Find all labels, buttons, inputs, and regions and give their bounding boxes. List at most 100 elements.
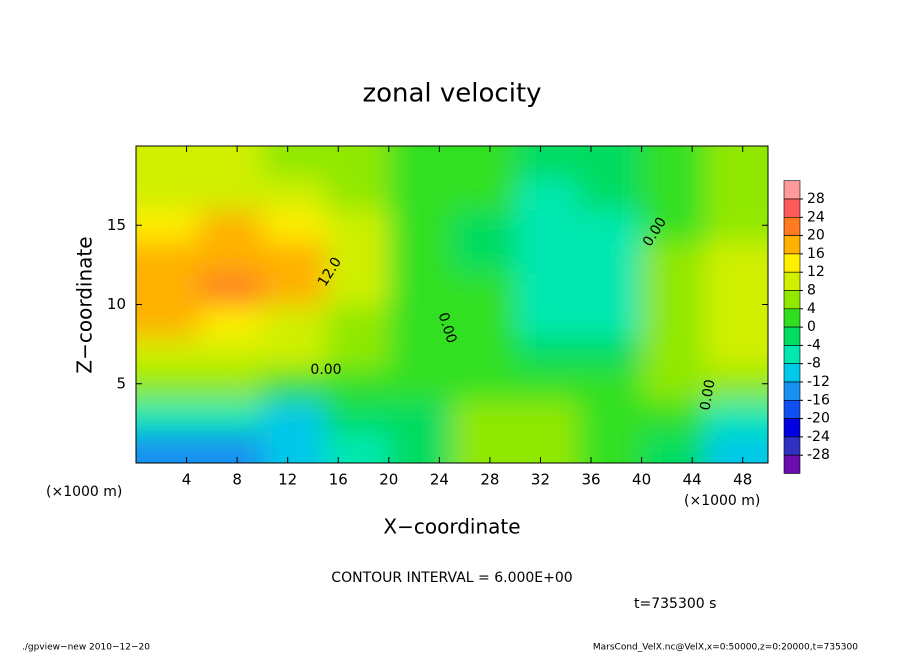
field-cell — [388, 304, 453, 338]
field-cell — [704, 146, 768, 179]
colorbar-box — [783, 235, 801, 255]
field-cell — [199, 367, 264, 401]
field-cell — [262, 272, 327, 306]
y-tick-label: 10 — [107, 295, 126, 313]
field-cell — [578, 399, 643, 433]
contour-label: 0.00 — [697, 378, 718, 411]
field-cell — [136, 177, 201, 211]
field — [136, 146, 768, 463]
field-cell — [578, 367, 643, 401]
field-cell — [388, 177, 453, 211]
field-cell — [136, 272, 201, 306]
colorbar-tick-label: -24 — [807, 429, 830, 445]
x-tick-label: 24 — [430, 471, 449, 489]
field-cell — [578, 272, 643, 306]
field-cell — [199, 177, 264, 211]
field-cell — [136, 399, 201, 433]
colorbar-tick-label: -28 — [807, 447, 830, 463]
field-cell — [452, 272, 517, 306]
colorbar-box — [783, 363, 801, 383]
field-cell — [388, 431, 453, 463]
x-unit: (×1000 m) — [684, 493, 760, 509]
colorbar-tick-label: 24 — [807, 209, 825, 225]
field-cell — [452, 241, 517, 274]
x-tick-label: 16 — [329, 471, 348, 489]
field-cell — [578, 304, 643, 338]
colorbar-tick-label: 4 — [807, 301, 816, 317]
right-credit: MarsCond_VelX.nc@VelX,x=0:50000,z=0:2000… — [593, 643, 858, 653]
colorbar-box — [783, 290, 801, 310]
colorbar-box — [783, 454, 801, 474]
field-cell — [136, 336, 201, 369]
colorbar-tick-label: -20 — [807, 411, 830, 427]
field-cell — [704, 304, 768, 338]
field-cell — [641, 272, 706, 306]
field-cell — [199, 272, 264, 306]
left-credit: ./gpview−new 2010−12−20 — [22, 643, 150, 653]
field-cell — [325, 272, 390, 306]
field-cell — [704, 241, 768, 274]
colorbar-box — [783, 381, 801, 401]
colorbar-tick-label: 28 — [807, 191, 825, 207]
field-cell — [262, 367, 327, 401]
x-tick-label: 12 — [278, 471, 297, 489]
field-cell — [641, 336, 706, 369]
colorbar-box — [783, 253, 801, 273]
field-cell — [325, 304, 390, 338]
field-cell — [388, 367, 453, 401]
colorbar-tick-label: 12 — [807, 264, 825, 280]
colorbar-tick-label: -16 — [807, 392, 830, 408]
y-unit: (×1000 m) — [46, 484, 122, 500]
x-tick-label: 28 — [480, 471, 499, 489]
field-cell — [325, 146, 390, 179]
field-cell — [515, 367, 580, 401]
colorbar-box — [783, 180, 801, 200]
field-cell — [262, 241, 327, 274]
field-cell — [704, 431, 768, 463]
field-cell — [515, 272, 580, 306]
field-cell — [388, 146, 453, 179]
field-cell — [641, 209, 706, 243]
colorbar-box — [783, 418, 801, 438]
field-cell — [578, 431, 643, 463]
field-cell — [704, 336, 768, 369]
field-cell — [388, 241, 453, 274]
y-tick-label: 15 — [107, 216, 126, 234]
field-cell — [515, 177, 580, 211]
field-cell — [388, 399, 453, 433]
field-cells — [136, 146, 768, 463]
y-axis-label: Z−coordinate — [73, 236, 97, 373]
colorbar-box — [783, 399, 801, 419]
field-cell — [641, 177, 706, 211]
field-cell — [704, 367, 768, 401]
field-cell — [262, 304, 327, 338]
field-cell — [262, 431, 327, 463]
field-cell — [325, 431, 390, 463]
x-tick-label: 32 — [531, 471, 550, 489]
colorbar-tick-label: 0 — [807, 319, 816, 335]
field-cell — [325, 241, 390, 274]
field-cell — [641, 146, 706, 179]
field-cell — [136, 209, 201, 243]
field-cell — [325, 336, 390, 369]
field-cell — [136, 431, 201, 463]
colorbar-tick-label: -8 — [807, 356, 821, 372]
field-cell — [325, 367, 390, 401]
colorbar-tick-label: -12 — [807, 374, 830, 390]
x-axis-label: X−coordinate — [383, 515, 520, 539]
field-cell — [452, 336, 517, 369]
field-cell — [136, 304, 201, 338]
x-tick-label: 36 — [581, 471, 600, 489]
field-cell — [515, 146, 580, 179]
field-cell — [515, 304, 580, 338]
colorbar-box — [783, 217, 801, 236]
field-cell — [704, 209, 768, 243]
x-tick-label: 20 — [379, 471, 398, 489]
x-tick-label: 4 — [182, 471, 192, 489]
colorbar-tick-label: 16 — [807, 246, 825, 262]
field-cell — [262, 399, 327, 433]
overlay: 4 8 12 16 20 24 28 32 36 40 44 485101512.00.000.000… — [107, 145, 830, 489]
field-cell — [452, 367, 517, 401]
field-cell — [388, 336, 453, 369]
